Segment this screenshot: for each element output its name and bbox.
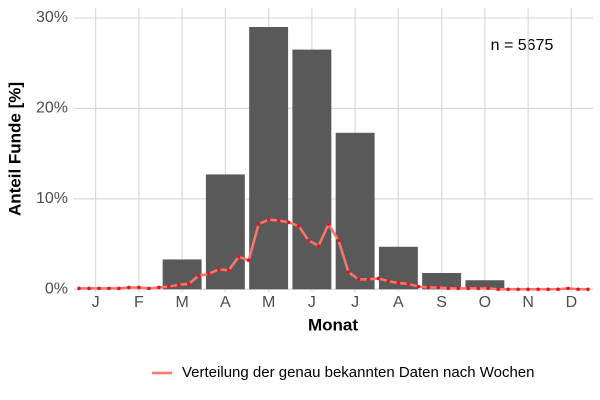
line-point [256, 222, 261, 226]
x-tick-label: J [308, 294, 316, 311]
x-tick-label: F [134, 294, 144, 311]
line-point [406, 282, 411, 286]
x-tick-label: S [436, 294, 447, 311]
x-tick-label: J [351, 294, 359, 311]
line-point [107, 286, 111, 291]
y-axis-title: Anteil Funde [%] [5, 82, 24, 216]
line-point [396, 281, 401, 285]
line-point [226, 268, 231, 273]
bar [422, 273, 462, 290]
line-point [376, 276, 381, 281]
line-point [216, 267, 221, 272]
line-point [576, 287, 580, 292]
y-tick-label: 20% [36, 100, 68, 117]
line-point [336, 238, 341, 243]
line-point [206, 272, 211, 276]
line-point [476, 286, 481, 291]
x-tick-label: N [522, 294, 534, 311]
x-tick-label: D [566, 294, 578, 311]
line-point [137, 285, 141, 290]
line-point [196, 273, 201, 278]
x-tick-label: A [393, 294, 404, 311]
line-point [236, 254, 241, 259]
line-point [306, 238, 311, 243]
line-point [167, 284, 171, 289]
line-point [436, 285, 441, 290]
x-axis-title: Monat [308, 315, 358, 334]
line-point [266, 217, 271, 222]
y-tick-label: 30% [36, 9, 68, 26]
bar [292, 49, 332, 290]
x-tick-label: A [220, 294, 231, 311]
line [78, 218, 589, 291]
line-point [77, 286, 81, 291]
line-point [346, 270, 351, 274]
bar [335, 132, 375, 290]
line-point [326, 222, 331, 226]
x-tick-label: M [175, 294, 188, 311]
line-point [526, 287, 530, 292]
line-point [246, 258, 251, 263]
line-point [366, 277, 371, 282]
line-point [97, 286, 101, 291]
line-point [127, 285, 131, 290]
line-point [506, 287, 510, 292]
line-point [486, 286, 491, 291]
line-point [536, 287, 540, 292]
line-point [586, 287, 590, 292]
line-point [456, 286, 461, 291]
line-point [316, 244, 321, 248]
line-point [147, 286, 151, 291]
line-point [426, 285, 431, 290]
x-tick-label: M [262, 294, 275, 311]
line-point [566, 286, 570, 291]
line-point [87, 286, 91, 291]
line-point [286, 220, 291, 225]
x-tick-label: O [479, 294, 491, 311]
line-point [356, 277, 361, 282]
x-tick-label: J [92, 294, 100, 311]
line-point [516, 287, 520, 292]
line-point [446, 286, 451, 291]
y-tick-label: 10% [36, 190, 68, 207]
line-point [546, 287, 550, 292]
annotation: n = 5675 [491, 37, 554, 54]
line-point [496, 287, 500, 292]
bar [465, 280, 505, 290]
line-point [276, 218, 281, 223]
line-point [556, 287, 560, 292]
line-point [296, 224, 301, 228]
line-point [157, 285, 161, 290]
line-point [466, 286, 471, 291]
y-tick-label: 0% [45, 281, 68, 298]
legend-label: Verteilung der genau bekannten Daten nac… [182, 364, 535, 381]
line-point [117, 286, 121, 291]
line-point [176, 282, 181, 287]
line-point [386, 279, 391, 283]
line-point [416, 284, 421, 289]
line-point [186, 282, 191, 286]
bar [249, 26, 289, 290]
